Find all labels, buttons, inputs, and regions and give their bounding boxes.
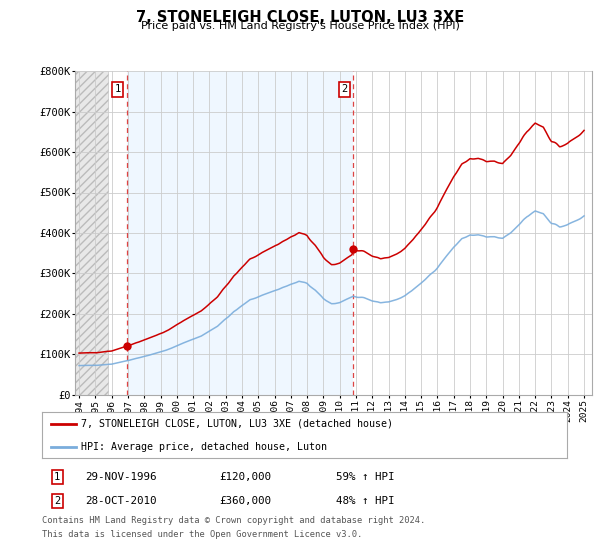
Text: This data is licensed under the Open Government Licence v3.0.: This data is licensed under the Open Gov… xyxy=(42,530,362,539)
Bar xyxy=(127,71,353,395)
Text: 28-OCT-2010: 28-OCT-2010 xyxy=(85,496,157,506)
Text: £360,000: £360,000 xyxy=(219,496,271,506)
Text: 7, STONELEIGH CLOSE, LUTON, LU3 3XE (detached house): 7, STONELEIGH CLOSE, LUTON, LU3 3XE (det… xyxy=(82,419,394,428)
Text: 59% ↑ HPI: 59% ↑ HPI xyxy=(336,472,395,482)
Text: 1: 1 xyxy=(54,472,60,482)
Text: 2: 2 xyxy=(341,85,347,94)
Text: 7, STONELEIGH CLOSE, LUTON, LU3 3XE: 7, STONELEIGH CLOSE, LUTON, LU3 3XE xyxy=(136,10,464,25)
Text: 1: 1 xyxy=(115,85,121,94)
Text: 29-NOV-1996: 29-NOV-1996 xyxy=(85,472,157,482)
Text: £120,000: £120,000 xyxy=(219,472,271,482)
Text: Price paid vs. HM Land Registry's House Price Index (HPI): Price paid vs. HM Land Registry's House … xyxy=(140,21,460,31)
Text: Contains HM Land Registry data © Crown copyright and database right 2024.: Contains HM Land Registry data © Crown c… xyxy=(42,516,425,525)
Text: 2: 2 xyxy=(54,496,60,506)
Text: 48% ↑ HPI: 48% ↑ HPI xyxy=(336,496,395,506)
Text: HPI: Average price, detached house, Luton: HPI: Average price, detached house, Luto… xyxy=(82,442,328,451)
